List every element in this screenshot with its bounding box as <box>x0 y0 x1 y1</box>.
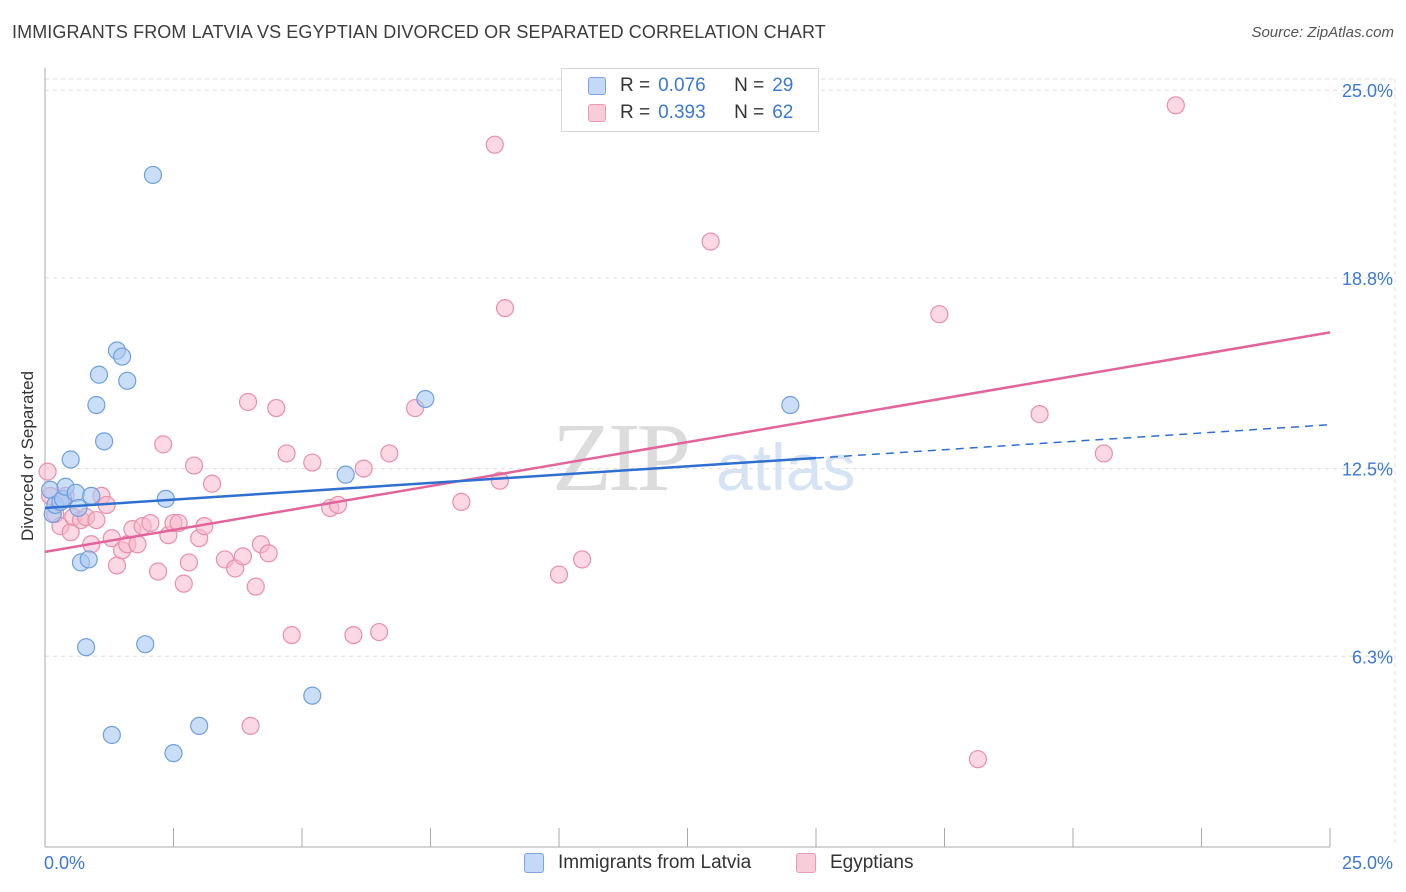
data-point-egyptians <box>148 562 168 581</box>
trend-line-latvia-extension <box>815 423 1331 459</box>
data-point-egyptians <box>141 513 160 533</box>
bottom-legend-swatch-latvia <box>524 853 544 873</box>
legend-r-value: 0.393 <box>658 102 706 123</box>
data-point-egyptians <box>154 435 173 454</box>
data-point-egyptians <box>328 495 348 515</box>
data-point-egyptians <box>490 471 509 490</box>
legend: R = 0.076 N = 29 R = 0.393 N = 62 <box>561 68 819 132</box>
data-point-egyptians <box>968 750 988 769</box>
data-point-latvia <box>112 347 132 366</box>
data-point-egyptians <box>233 547 252 566</box>
data-point-egyptians <box>107 556 127 575</box>
data-point-egyptians <box>303 453 322 472</box>
data-point-egyptians <box>277 444 296 463</box>
data-point-egyptians <box>495 299 515 318</box>
data-point-egyptians <box>370 622 389 642</box>
data-point-egyptians <box>1030 405 1049 424</box>
data-point-egyptians <box>282 625 301 645</box>
watermark-zip: ZIP <box>552 404 687 512</box>
data-point-latvia <box>79 550 98 569</box>
x-tick-label: 0.0% <box>44 853 85 873</box>
legend-n-label: N = <box>734 102 765 123</box>
latvia-points <box>41 165 800 763</box>
y-tick-label: 18.8% <box>1342 269 1393 289</box>
data-point-latvia <box>77 638 96 657</box>
x-tick-label: 25.0% <box>1342 853 1393 873</box>
tick-labels: 6.3% 12.5% 18.8% 25.0% 0.0% 25.0% <box>44 81 1393 873</box>
data-point-egyptians <box>259 544 278 563</box>
data-point-egyptians <box>354 459 373 478</box>
trend-lines <box>44 331 1331 554</box>
bottom-legend-egypt: Egyptians <box>796 852 913 874</box>
bottom-legend-label-egypt: Egyptians <box>830 852 914 873</box>
data-point-egyptians <box>38 462 57 481</box>
data-point-egyptians <box>485 135 504 154</box>
legend-swatch-egypt <box>588 104 606 122</box>
data-point-latvia <box>190 716 209 736</box>
legend-n-value: 29 <box>772 75 794 96</box>
data-point-latvia <box>118 371 137 390</box>
data-point-egyptians <box>573 550 592 569</box>
y-tick-label: 6.3% <box>1352 647 1393 667</box>
bottom-legend-latvia: Immigrants from Latvia <box>524 852 751 874</box>
data-point-egyptians <box>701 232 720 251</box>
legend-r-label: R = <box>620 102 651 123</box>
source-label: Source: ZipAtlas.com <box>1251 24 1394 41</box>
watermark-atlas: atlas <box>716 430 855 504</box>
data-point-latvia <box>102 725 121 745</box>
data-point-egyptians <box>380 444 399 463</box>
data-point-egyptians <box>452 492 471 511</box>
legend-row-latvia: R = 0.076 N = 29 <box>588 74 793 98</box>
data-point-latvia <box>303 686 322 705</box>
legend-n-label: N = <box>734 75 765 96</box>
data-point-egyptians <box>241 716 260 736</box>
data-point-latvia <box>143 165 163 185</box>
data-point-egyptians <box>930 305 949 324</box>
legend-r-value: 0.076 <box>658 75 706 96</box>
data-point-latvia <box>164 744 183 763</box>
data-point-egyptians <box>202 474 222 493</box>
data-point-latvia <box>136 635 155 654</box>
data-point-latvia <box>69 498 88 518</box>
data-point-latvia <box>416 389 435 409</box>
data-point-latvia <box>89 365 109 384</box>
data-point-latvia <box>61 450 80 469</box>
legend-n-value: 62 <box>772 102 794 123</box>
legend-swatch-latvia <box>588 77 606 95</box>
data-point-egyptians <box>238 392 258 412</box>
bottom-legend-swatch-egypt <box>796 853 816 873</box>
data-point-egyptians <box>1166 96 1185 115</box>
trend-line-latvia <box>44 456 817 510</box>
data-point-egyptians <box>246 577 265 596</box>
data-point-egyptians <box>174 574 193 593</box>
data-point-egyptians <box>549 565 569 584</box>
data-point-latvia <box>781 395 800 415</box>
y-tick-label: 25.0% <box>1342 81 1393 101</box>
axes <box>44 68 1331 848</box>
data-point-egyptians <box>267 398 286 418</box>
legend-row-egypt: R = 0.393 N = 62 <box>588 101 793 125</box>
trend-line-egyptians <box>44 331 1331 554</box>
legend-r-label: R = <box>620 75 651 96</box>
bottom-legend: Immigrants from Latvia Egyptians <box>0 852 1406 878</box>
data-point-egyptians <box>87 510 106 530</box>
data-point-latvia <box>87 395 106 415</box>
data-point-latvia <box>95 432 114 451</box>
data-point-egyptians <box>184 456 204 475</box>
data-point-latvia <box>66 483 85 502</box>
data-point-egyptians <box>344 625 363 645</box>
data-point-latvia <box>82 486 101 505</box>
y-tick-label: 12.5% <box>1342 460 1393 480</box>
y-axis-label: Divorced or Separated <box>18 370 37 542</box>
data-point-latvia <box>336 465 355 484</box>
bottom-legend-label-latvia: Immigrants from Latvia <box>558 852 752 873</box>
data-point-egyptians <box>1094 444 1113 463</box>
chart-title: IMMIGRANTS FROM LATVIA VS EGYPTIAN DIVOR… <box>12 22 826 42</box>
watermark: ZIP atlas <box>552 404 855 512</box>
data-point-egyptians <box>179 553 199 572</box>
